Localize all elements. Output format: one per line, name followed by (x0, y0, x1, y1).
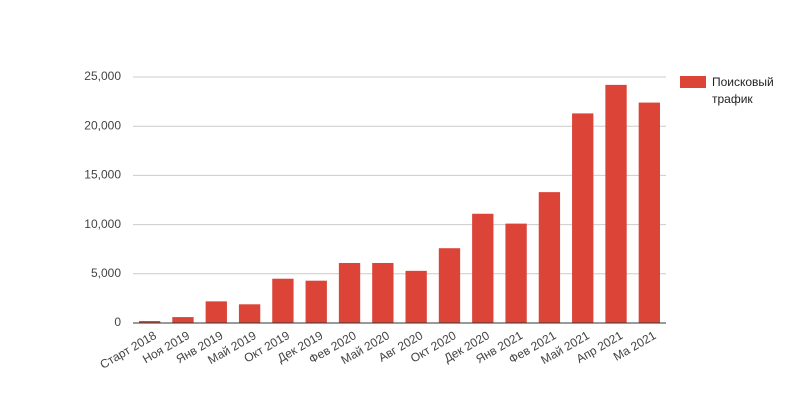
bar (238, 304, 261, 323)
bar (505, 223, 527, 323)
bar (272, 278, 294, 323)
bar (172, 317, 194, 323)
bar (405, 270, 427, 323)
y-tick-label: 0 (114, 315, 121, 329)
bar (638, 102, 661, 323)
y-tick-label: 5,000 (91, 266, 121, 280)
bar (338, 262, 361, 323)
bar (205, 301, 227, 323)
bar (438, 248, 461, 323)
bar (372, 262, 394, 323)
legend-label: Поисковый трафик (712, 75, 774, 106)
y-tick-label: 15,000 (84, 168, 121, 182)
y-tick-label: 10,000 (84, 217, 121, 231)
legend: Поисковый трафик (680, 75, 800, 108)
bar (605, 84, 627, 323)
bar (538, 192, 561, 323)
bar (138, 321, 161, 323)
bar (305, 280, 327, 323)
y-tick-label: 20,000 (84, 118, 121, 132)
bar (472, 213, 494, 323)
y-tick-label: 25,000 (84, 69, 121, 83)
bar (572, 113, 594, 324)
legend-swatch (680, 76, 706, 88)
